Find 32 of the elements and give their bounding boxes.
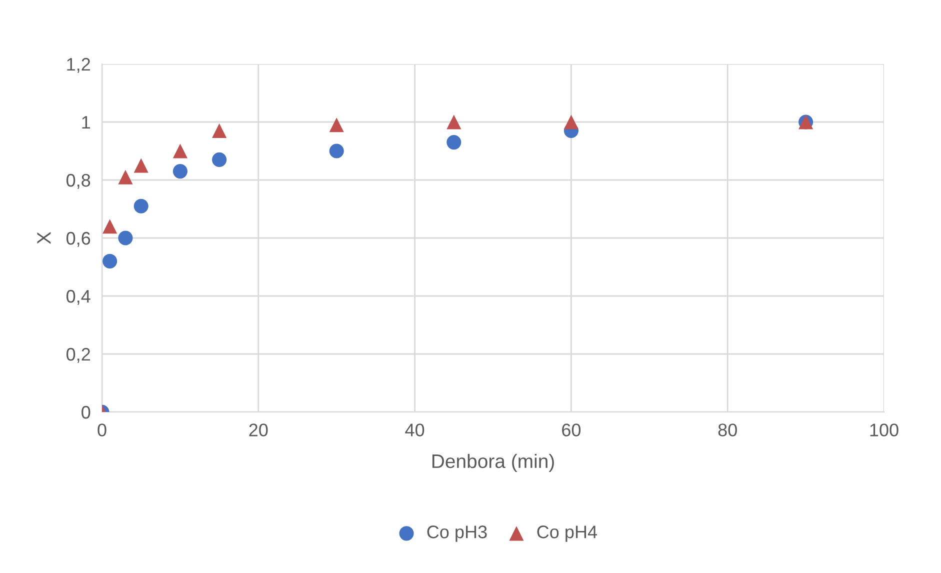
- point: [102, 254, 118, 268]
- point: [212, 123, 227, 138]
- legend-label: Co pH3: [427, 526, 487, 542]
- point: [118, 170, 133, 184]
- x-tick-label: 60: [562, 424, 581, 436]
- y-tick-label: 1,2: [67, 58, 90, 73]
- y-axis-title: X: [37, 232, 51, 244]
- legend-label: Co pH4: [537, 526, 598, 542]
- y-tick-label: 0,6: [66, 232, 90, 247]
- x-tick-label: 40: [405, 424, 424, 436]
- point: [118, 230, 133, 246]
- point: [446, 135, 462, 150]
- x-tick-label: 80: [718, 424, 737, 436]
- x-tick-label: 0: [98, 424, 106, 436]
- y-tick-label: 0,4: [66, 290, 90, 305]
- y-tick-label: 1: [82, 116, 90, 129]
- point: [134, 158, 148, 173]
- point: [172, 144, 188, 158]
- y-tick-label: 0: [82, 406, 90, 419]
- point: [134, 198, 148, 214]
- x-axis-title: Denbora (min): [432, 454, 554, 472]
- point: [446, 114, 462, 130]
- x-tick-label: 100: [870, 424, 898, 436]
- point: [102, 219, 118, 234]
- y-tick-label: 0,8: [66, 174, 90, 189]
- point: [212, 152, 227, 167]
- point: [564, 114, 578, 130]
- point: [172, 164, 188, 179]
- point: [329, 144, 344, 158]
- x-tick-label: 20: [249, 424, 268, 436]
- point: [329, 118, 344, 132]
- y-tick-label: 0,2: [66, 348, 90, 363]
